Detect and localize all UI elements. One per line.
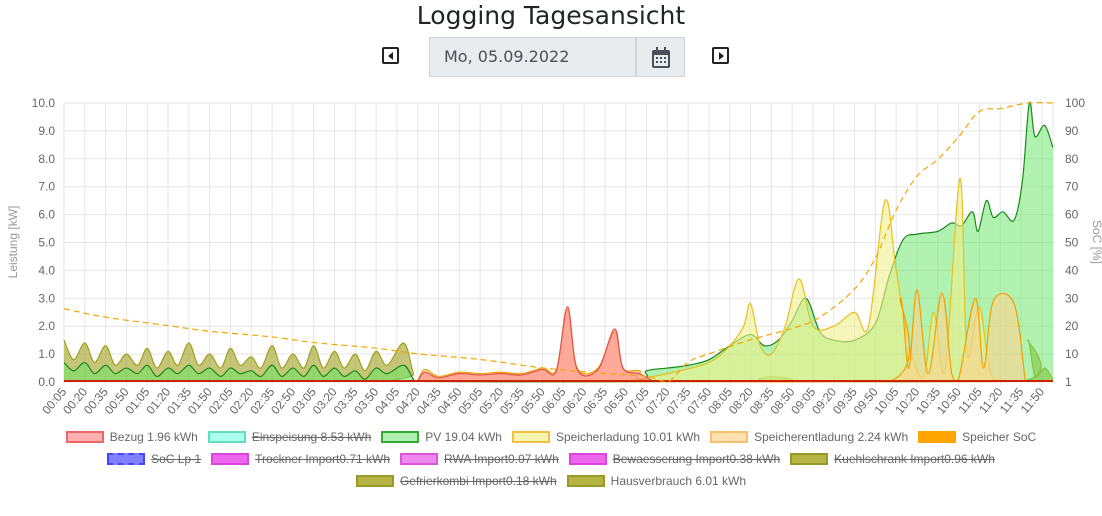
legend-swatch xyxy=(918,431,957,443)
legend-label: Bewaesserung Import0.38 kWh xyxy=(612,452,781,466)
y-axis-label: Leistung [kW] xyxy=(6,206,20,279)
legend-row: SoC Lp 1 Trockner Import0.71 kWh RWA Impor… xyxy=(0,448,1102,470)
legend-label: Einspeisung 8.53 kWh xyxy=(251,430,372,444)
legend-item[interactable]: Bezug 1.96 kWh xyxy=(65,430,198,444)
legend-swatch xyxy=(355,475,394,487)
legend-swatch xyxy=(566,475,605,487)
legend-label: Speicher SoC xyxy=(962,430,1037,444)
legend-swatch xyxy=(568,453,607,465)
legend-label: RWA Import0.07 kWh xyxy=(444,452,559,466)
caret-left-icon xyxy=(388,52,393,60)
legend-swatch xyxy=(65,431,104,443)
legend-item[interactable]: Speicherladung 10.01 kWh xyxy=(511,430,701,444)
legend-swatch xyxy=(207,431,246,443)
y2-tick-label: 50 xyxy=(1065,236,1079,250)
date-navigation: Mo, 05.09.2022 xyxy=(0,37,1102,79)
series-area-speicherladung xyxy=(625,178,1053,382)
legend-swatch xyxy=(400,453,439,465)
legend-swatch xyxy=(107,453,146,465)
legend-label: Hausverbrauch 6.01 kWh xyxy=(610,474,747,488)
caret-right-icon xyxy=(719,52,724,60)
legend-label: PV 19.04 kWh xyxy=(425,430,502,444)
y-tick-label: 4.0 xyxy=(38,263,55,277)
legend-label: Gefrierkombi Import0.18 kWh xyxy=(399,474,557,488)
legend-label: Kuehlschrank Import0.96 kWh xyxy=(834,452,995,466)
y2-tick-label: 100 xyxy=(1065,96,1085,110)
next-day-button[interactable] xyxy=(712,47,729,64)
legend-swatch xyxy=(211,453,250,465)
y-tick-label: 2.0 xyxy=(38,319,55,333)
y-tick-label: 3.0 xyxy=(38,291,55,305)
chart-legend: Bezug 1.96 kWh Einspeisung 8.53 kWh PV 19.… xyxy=(0,426,1102,492)
date-input[interactable]: Mo, 05.09.2022 xyxy=(429,37,636,77)
legend-label: Speicherladung 10.01 kWh xyxy=(555,430,701,444)
legend-item[interactable]: Hausverbrauch 6.01 kWh xyxy=(566,474,747,488)
y2-tick-label: 20 xyxy=(1065,319,1079,333)
y-tick-label: 6.0 xyxy=(38,208,55,222)
legend-swatch xyxy=(710,431,749,443)
legend-swatch xyxy=(381,431,420,443)
prev-day-button[interactable] xyxy=(382,47,399,64)
legend-label: SoC Lp 1 xyxy=(151,452,202,466)
series-area-bezug xyxy=(417,306,654,382)
calendar-button[interactable] xyxy=(636,37,685,77)
legend-swatch xyxy=(790,453,829,465)
legend-item[interactable]: Einspeisung 8.53 kWh xyxy=(207,430,372,444)
soc-line xyxy=(63,101,1053,383)
legend-label: Speicherentladung 2.24 kWh xyxy=(754,430,909,444)
legend-swatch xyxy=(511,431,550,443)
y-tick-label: 5.0 xyxy=(38,236,55,250)
legend-item[interactable]: Speicherentladung 2.24 kWh xyxy=(710,430,908,444)
legend-item[interactable]: Kuehlschrank Import0.96 kWh xyxy=(790,452,995,466)
y-tick-label: 9.0 xyxy=(38,124,55,138)
calendar-icon xyxy=(652,47,670,68)
y2-tick-label: 70 xyxy=(1065,180,1079,194)
y-tick-label: 8.0 xyxy=(38,152,55,166)
power-chart: 0.0 1.0 2.0 3.0 4.0 5.0 6.0 7.0 8.0 9.0 10.0 1 10 20 3… xyxy=(6,96,1102,417)
legend-item[interactable]: RWA Import0.07 kWh xyxy=(400,452,559,466)
legend-label: Bezug 1.96 kWh xyxy=(109,430,198,444)
legend-item[interactable]: Bewaesserung Import0.38 kWh xyxy=(568,452,781,466)
legend-item[interactable]: Gefrierkombi Import0.18 kWh xyxy=(355,474,557,488)
y2-tick-label: 90 xyxy=(1065,124,1079,138)
y2-tick-label: 1 xyxy=(1065,375,1072,389)
page-title: Logging Tagesansicht xyxy=(416,1,686,30)
y-tick-label: 0.0 xyxy=(38,375,55,389)
legend-row: Gefrierkombi Import0.18 kWh Hausverbrauch… xyxy=(0,470,1102,492)
legend-item[interactable]: PV 19.04 kWh xyxy=(381,430,502,444)
y-tick-label: 7.0 xyxy=(38,180,55,194)
y2-axis-label: SoC [%] xyxy=(1090,220,1102,264)
y2-tick-label: 30 xyxy=(1065,291,1079,305)
y2-tick-label: 10 xyxy=(1065,347,1079,361)
y-tick-label: 1.0 xyxy=(38,347,55,361)
legend-item[interactable]: SoC Lp 1 xyxy=(107,452,201,466)
series-line-bezug xyxy=(417,306,654,382)
legend-row: Bezug 1.96 kWh Einspeisung 8.53 kWh PV 19.… xyxy=(0,426,1102,448)
y2-tick-label: 40 xyxy=(1065,263,1079,277)
y2-tick-label: 80 xyxy=(1065,152,1079,166)
x-tick-label: 11:50 xyxy=(1018,385,1048,417)
legend-label: Trockner Import0.71 kWh xyxy=(255,452,391,466)
y-tick-label: 10.0 xyxy=(32,96,56,110)
y2-tick-label: 60 xyxy=(1065,208,1079,222)
legend-item[interactable]: Trockner Import0.71 kWh xyxy=(211,452,390,466)
legend-item[interactable]: Speicher SoC xyxy=(918,430,1036,444)
